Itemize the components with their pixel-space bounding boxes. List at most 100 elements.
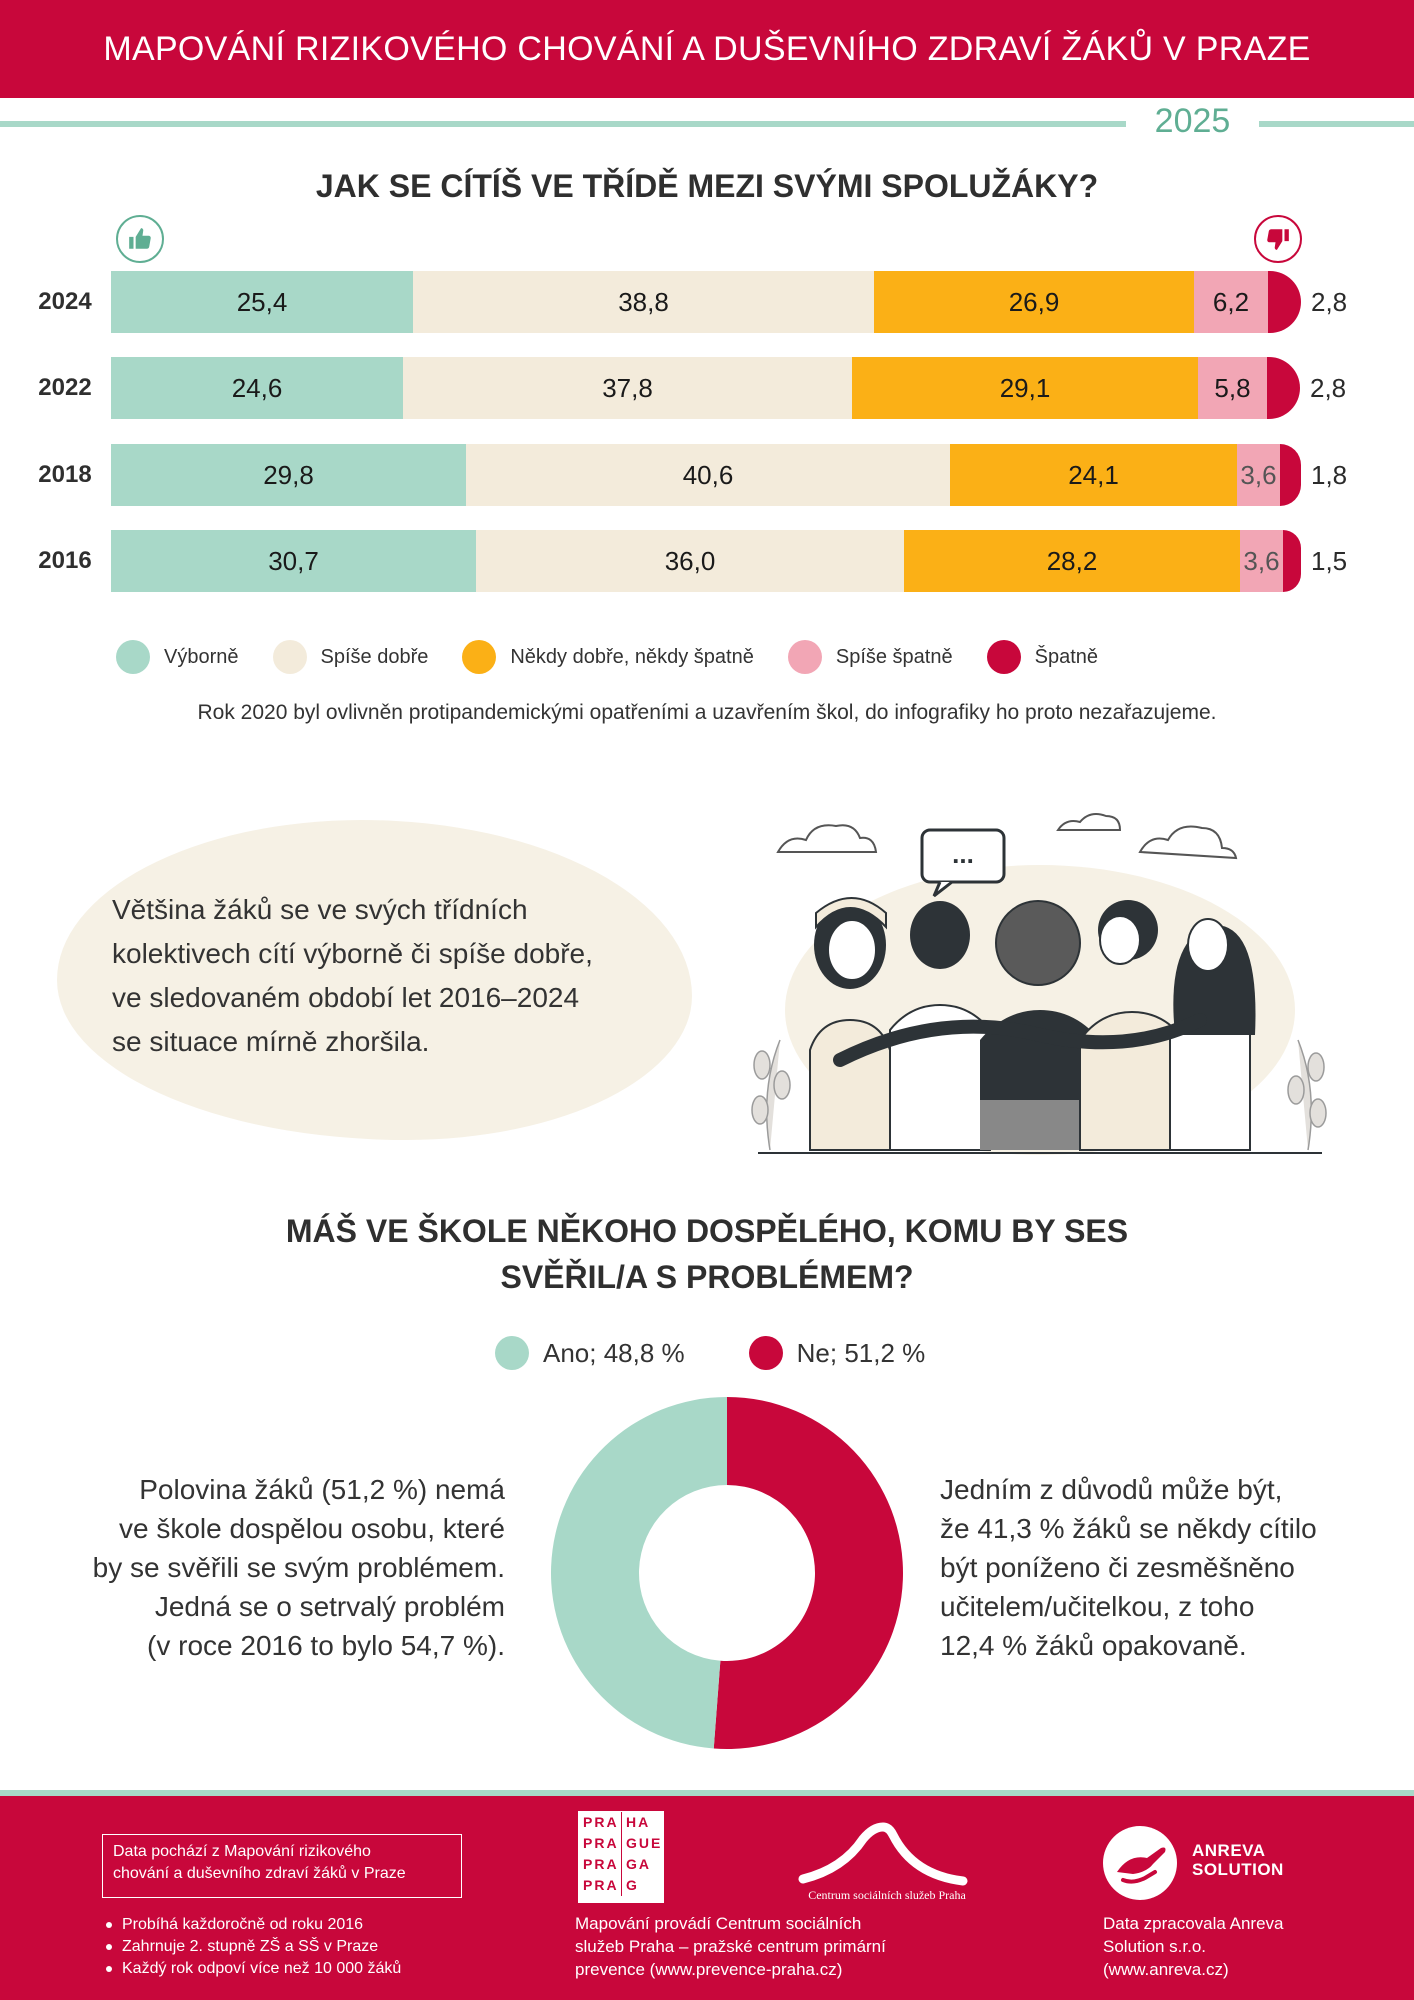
summary-line: kolektivech cítí výborně či spíše dobře, (112, 938, 593, 969)
legend-item: Výborně (116, 640, 239, 674)
footer-bullets: Probíhá každoročně od roku 2016 Zahrnuje… (102, 1914, 401, 1980)
bar-segment: 26,9 (874, 271, 1194, 333)
legend-item: Někdy dobře, někdy špatně (462, 640, 754, 674)
bar-row-2016: 2016 30,7 36,0 28,2 3,6 1,5 (0, 530, 1414, 592)
bar-row-2022: 2022 24,6 37,8 29,1 5,8 2,8 (0, 357, 1414, 419)
legend-swatch-spatne (986, 640, 1021, 674)
bar-segment: 5,8 (1198, 357, 1267, 419)
legend-label: Špatně (1034, 645, 1098, 668)
processor-text: Data zpracovala Anreva Solution s.r.o. (… (1103, 1912, 1363, 1981)
praha-logo-right: HA GUE GA G (621, 1812, 663, 1902)
donut-legend: Ano; 48,8 % Ne; 51,2 % (495, 1336, 989, 1370)
donut-chart (550, 1397, 903, 1749)
summary-blob (57, 820, 692, 1140)
text-line: prevence (www.prevence-praha.cz) (575, 1960, 843, 1979)
text-line: být poníženo či zesměšněno (940, 1552, 1295, 1583)
bar-end-value: 1,5 (1311, 546, 1348, 576)
bar-chart-title: JAK SE CÍTÍŠ VE TŘÍDĚ MEZI SVÝMI SPOLUŽÁ… (315, 168, 1099, 204)
legend-swatch-spise-dobre (272, 640, 307, 674)
bar-row-2024: 2024 25,4 38,8 26,9 6,2 2,8 (0, 271, 1414, 333)
summary-line: ve sledovaném období let 2016–2024 (112, 982, 580, 1013)
praha-logo-text: PRA (583, 1856, 619, 1872)
page-title: MAPOVÁNÍ RIZIKOVÉHO CHOVÁNÍ A DUŠEVNÍHO … (103, 29, 1311, 68)
donut-slice-ne (713, 1397, 903, 1749)
donut-chart-title-line1: MÁŠ VE ŠKOLE NĚKOHO DOSPĚLÉHO, KOMU BY S… (285, 1213, 1129, 1249)
speech-bubble-text: ... (952, 839, 974, 869)
bar-category-label: 2016 (38, 547, 92, 574)
bar-segment: 38,8 (413, 271, 874, 333)
bullet-item: Probíhá každoročně od roku 2016 (102, 1914, 401, 1936)
praha-logo-left: PRA PRA PRA PRA (579, 1812, 621, 1902)
text-line: by se svěřili se svým problémem. (92, 1552, 505, 1583)
legend-swatch-nekdy (462, 640, 497, 674)
legend-item: Spíše dobře (272, 640, 428, 674)
bar-end-value: 2,8 (1310, 373, 1347, 403)
bar-segment: 24,6 (111, 357, 403, 419)
bar-segment: 30,7 (111, 530, 476, 592)
stacked-bar: 30,7 36,0 28,2 3,6 (111, 530, 1301, 592)
bar-segment: 6,2 (1194, 271, 1268, 333)
page-footer: Data pochází z Mapování rizikového chová… (0, 1796, 1414, 2000)
bar-segment (1280, 444, 1301, 506)
bar-category-label: 2024 (38, 288, 92, 315)
legend-item: Ne; 51,2 % (748, 1336, 925, 1370)
praha-logo-text: G (621, 1875, 663, 1896)
stacked-bar: 25,4 38,8 26,9 6,2 (111, 271, 1301, 333)
text-line: učitelem/učitelkou, z toho (940, 1591, 1255, 1622)
bar-segment: 40,6 (466, 444, 950, 506)
cssp-logo-icon (798, 1822, 968, 1886)
bar-segment (1283, 530, 1301, 592)
praha-logo-text: PRA (583, 1835, 619, 1851)
donut-right-text: Jedním z důvodů může být, že 41,3 % žáků… (940, 1470, 1360, 1665)
bar-segment: 36,0 (476, 530, 904, 592)
bar-segment (1268, 271, 1301, 333)
summary-line: Většina žáků se ve svých třídních (112, 894, 528, 925)
summary-text: Většina žáků se ve svých třídních kolekt… (112, 888, 672, 1064)
bar-end-value: 2,8 (1311, 287, 1348, 317)
legend-swatch-ano (495, 1336, 529, 1370)
data-source-box: Data pochází z Mapování rizikového chová… (102, 1834, 462, 1898)
legend-label: Výborně (164, 645, 239, 668)
bullet-item: Zahrnuje 2. stupně ZŠ a SŠ v Praze (102, 1936, 401, 1958)
legend-swatch-spise-spatne (787, 640, 822, 674)
bar-category-label: 2018 (38, 461, 92, 488)
anreva-logo-icon (1103, 1826, 1177, 1900)
donut-left-text: Polovina žáků (51,2 %) nemá ve škole dos… (30, 1470, 505, 1665)
text-line: Jedná se o setrvalý problém (154, 1591, 505, 1622)
bar-segment (1267, 357, 1300, 419)
text-line: Jedním z důvodů může být, (940, 1474, 1283, 1505)
legend-label: Někdy dobře, někdy špatně (510, 645, 754, 668)
bar-segment: 29,1 (852, 357, 1198, 419)
bullet-item: Každý rok odpoví více než 10 000 žáků (102, 1958, 401, 1980)
thumbs-up-icon (116, 215, 164, 263)
text-line: (v roce 2016 to bylo 54,7 %). (147, 1630, 505, 1661)
bar-chart-legend: Výborně Spíše dobře Někdy dobře, někdy š… (116, 640, 1132, 674)
summary-line: se situace mírně zhoršila. (112, 1026, 430, 1057)
bar-end-value: 1,8 (1311, 460, 1348, 490)
provider-text: Mapování provádí Centrum sociálních služ… (575, 1912, 935, 1981)
students-hugging-illustration: ... (751, 813, 1327, 1155)
text-line: Polovina žáků (51,2 %) nemá (139, 1474, 505, 1505)
data-source-line: Data pochází z Mapování rizikového (113, 1843, 371, 1860)
data-source-line: chování a duševního zdraví žáků v Praze (113, 1865, 406, 1882)
bar-segment: 37,8 (403, 357, 852, 419)
bar-segment: 3,6 (1237, 444, 1280, 506)
text-line: ve škole dospělou osobu, které (118, 1513, 505, 1544)
legend-swatch-ne (748, 1336, 783, 1370)
text-line: (www.anreva.cz) (1103, 1960, 1229, 1979)
legend-label: Spíše špatně (835, 645, 953, 668)
text-line: 12,4 % žáků opakovaně. (940, 1630, 1247, 1661)
praha-logo-text: PRA (583, 1814, 619, 1830)
cssp-caption: Centrum sociálních služeb Praha (808, 1888, 966, 1902)
text-line: Data zpracovala Anreva (1103, 1914, 1284, 1933)
text-line: Solution s.r.o. (1103, 1937, 1207, 1956)
year-divider-right (1259, 121, 1414, 127)
praha-logo-text: PRA (583, 1877, 619, 1893)
bar-segment: 29,8 (111, 444, 466, 506)
stacked-bar: 24,6 37,8 29,1 5,8 (111, 357, 1300, 419)
stacked-bar: 29,8 40,6 24,1 3,6 (111, 444, 1301, 506)
anreva-name-line: SOLUTION (1192, 1860, 1284, 1879)
chart-footnote: Rok 2020 byl ovlivněn protipandemickými … (197, 701, 1217, 724)
thumbs-down-icon (1254, 215, 1302, 263)
anreva-logo-text: ANREVA SOLUTION (1192, 1841, 1284, 1879)
